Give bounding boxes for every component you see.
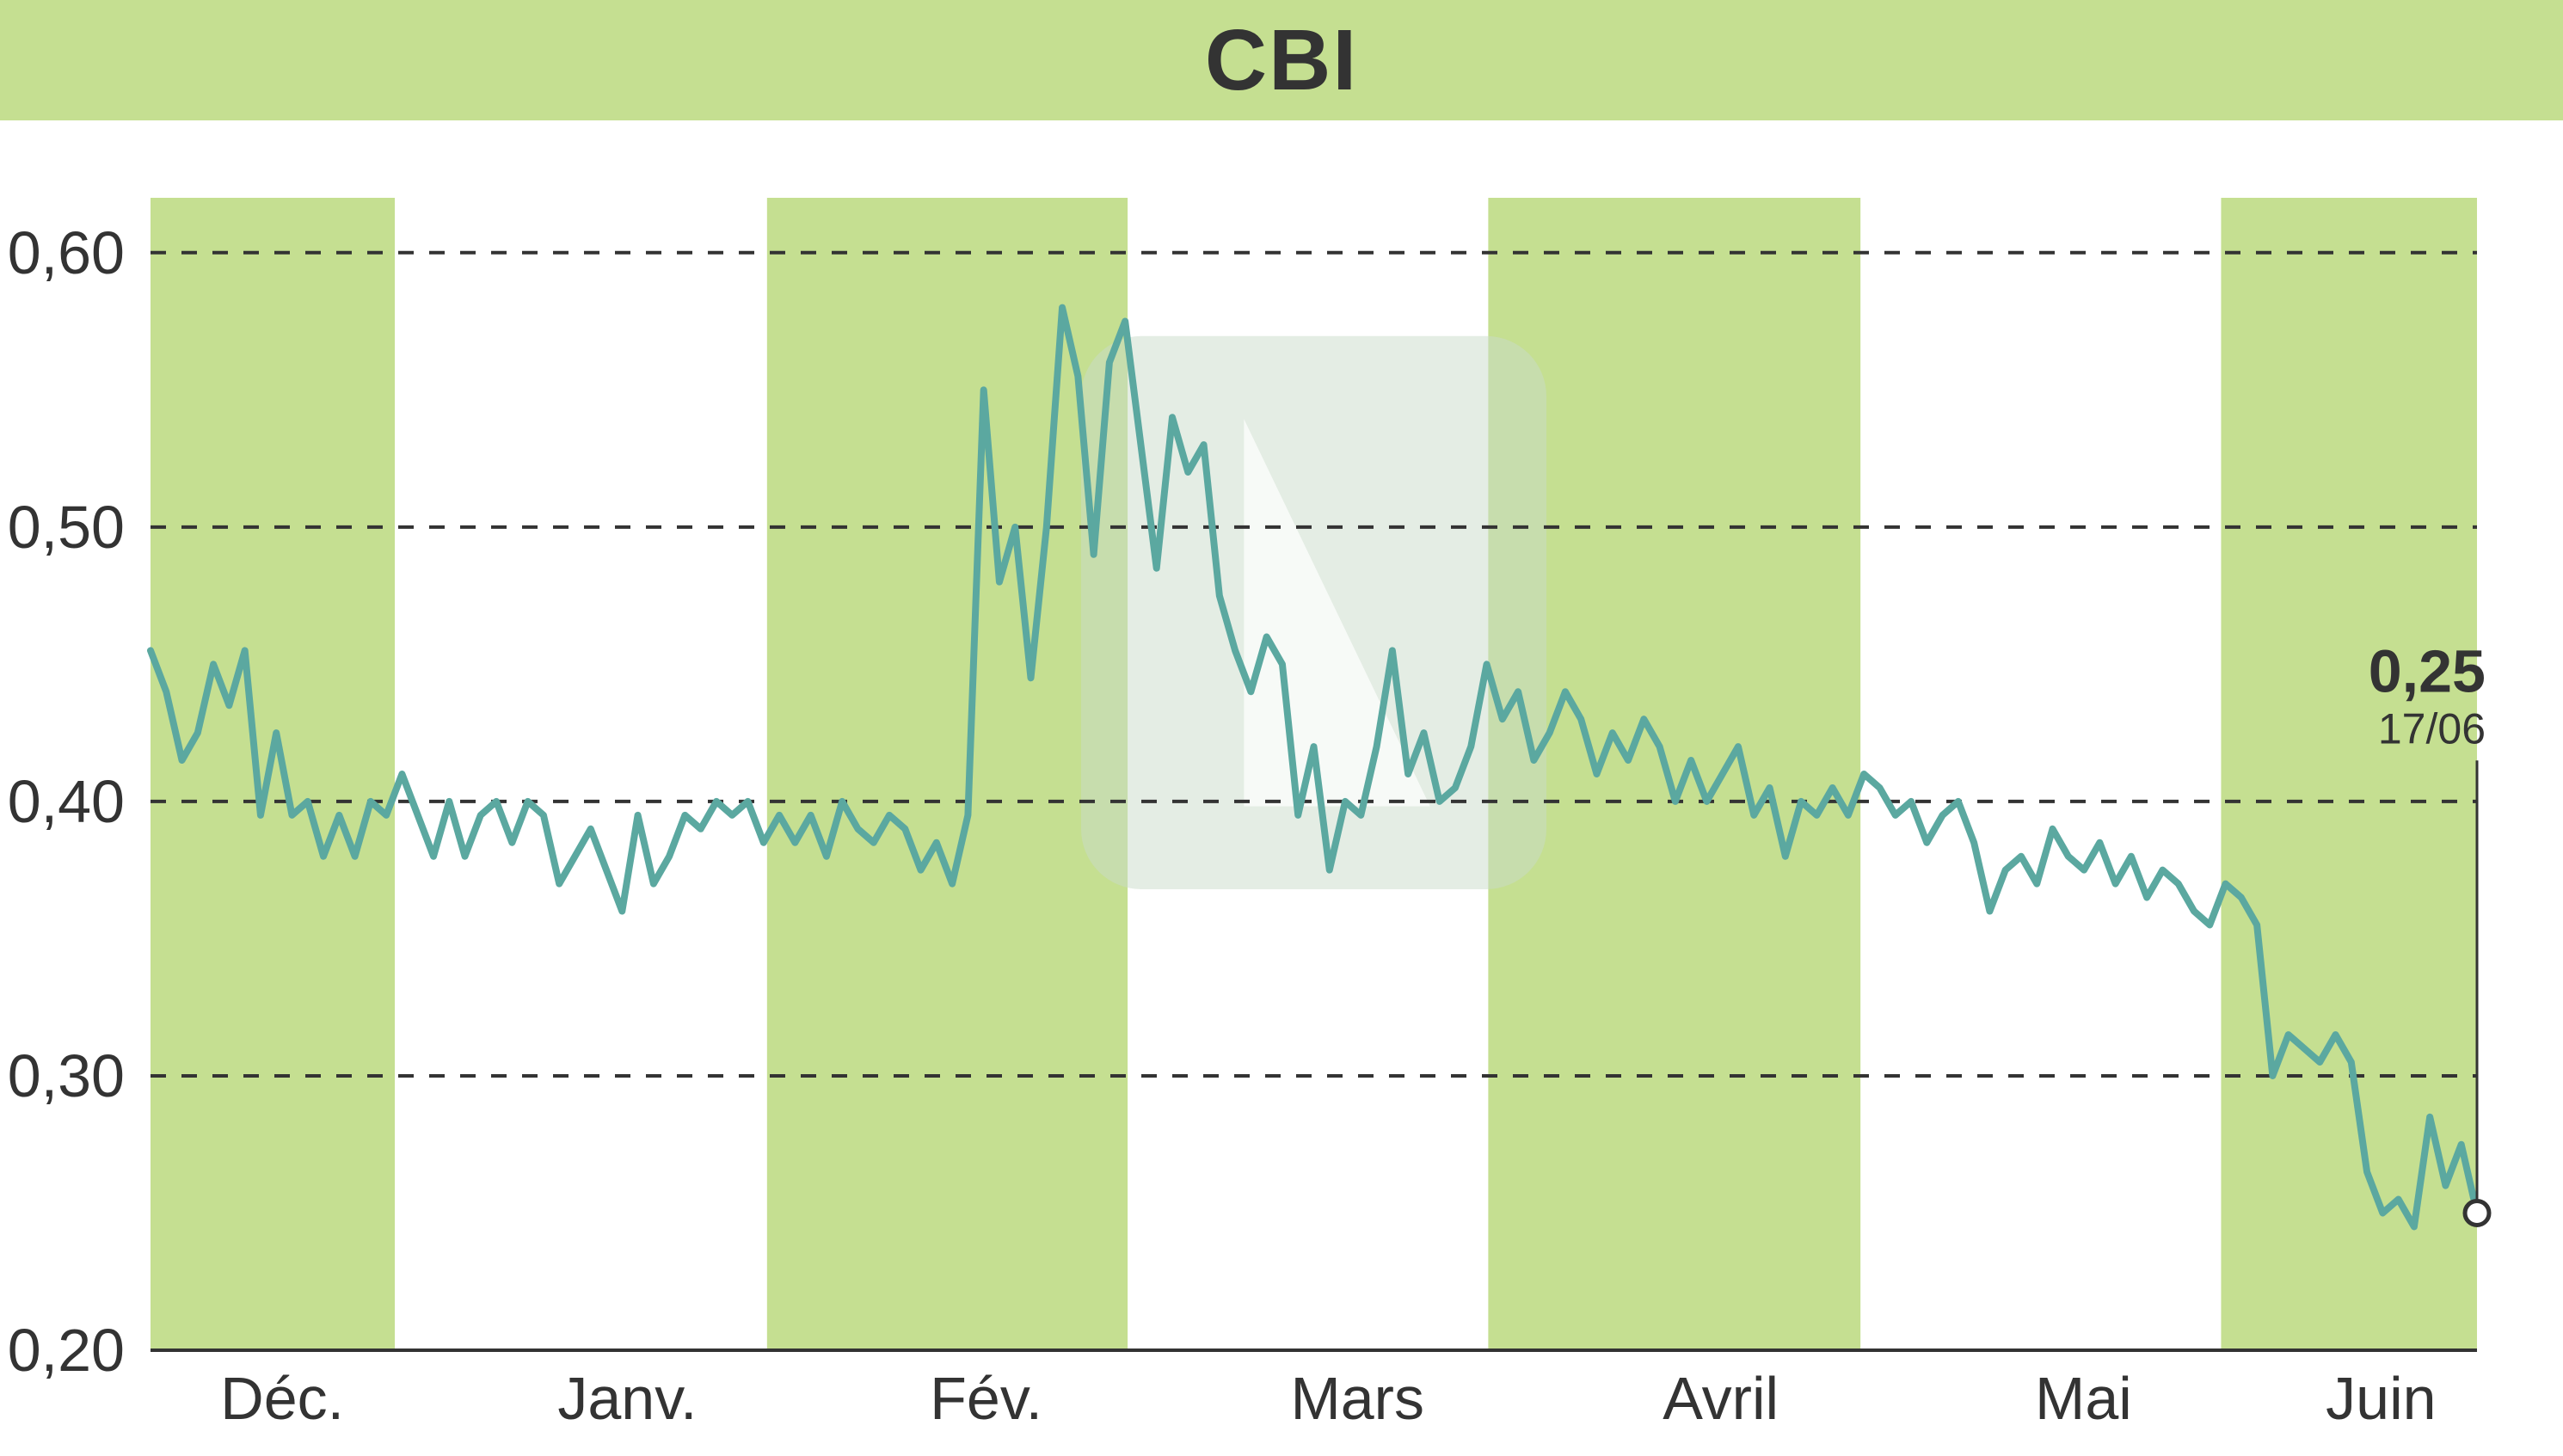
y-axis-label: 0,30: [8, 1042, 125, 1109]
last-value-label: 0,25: [2369, 637, 2486, 704]
x-axis-label: Janv.: [557, 1365, 697, 1432]
y-axis-label: 0,20: [8, 1317, 125, 1384]
x-axis-label: Mars: [1290, 1365, 1424, 1432]
y-axis-label: 0,60: [8, 219, 125, 286]
month-band: [2221, 198, 2477, 1350]
x-axis-label: Avril: [1663, 1365, 1779, 1432]
y-axis-label: 0,40: [8, 768, 125, 835]
last-point-marker: [2465, 1201, 2489, 1225]
month-band: [151, 198, 395, 1350]
stock-chart-container: CBI 0,20 0,30 0,40 0,50 0,60 0,2517/06 Déc. Jan…: [0, 0, 2563, 1456]
chart-title-bar: CBI: [0, 0, 2563, 120]
x-axis-label: Fév.: [930, 1365, 1042, 1432]
last-date-label: 17/06: [2378, 704, 2486, 753]
x-axis-label: Déc.: [220, 1365, 344, 1432]
chart-title: CBI: [1205, 11, 1358, 110]
x-axis-label: Juin: [2326, 1365, 2436, 1432]
chart-svg: 0,20 0,30 0,40 0,50 0,60 0,2517/06 Déc. Janv. Fé…: [0, 155, 2563, 1456]
y-axis-label: 0,50: [8, 494, 125, 561]
x-axis-label: Mai: [2035, 1365, 2132, 1432]
chart-plot-area: 0,20 0,30 0,40 0,50 0,60 0,2517/06 Déc. Janv. Fé…: [0, 155, 2563, 1456]
